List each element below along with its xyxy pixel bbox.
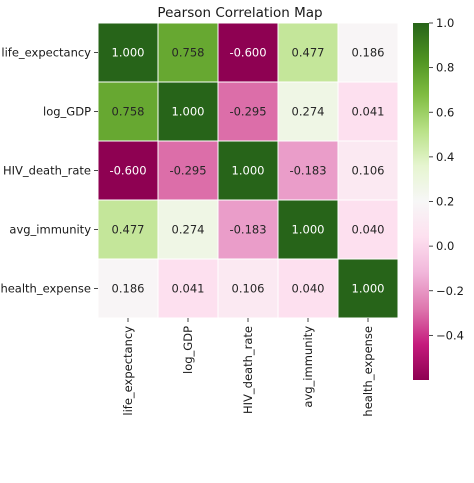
cell-value-label: 1.000 (112, 46, 145, 60)
cell-value-label: 0.186 (112, 282, 145, 296)
cell-value-label: 0.106 (352, 164, 385, 178)
column-label: log_GDP (181, 326, 195, 374)
row-labels: life_expectancy log_GDP HIV_death_rate avg_… (0, 46, 98, 296)
cell-value-label: -0.183 (289, 164, 326, 178)
cell-value-label: 0.040 (352, 223, 385, 237)
heatmap-cell (217, 258, 279, 319)
cell-value-label: -0.600 (109, 164, 146, 178)
cell-value-label: 0.041 (352, 105, 385, 119)
row-label: log_GDP (43, 105, 91, 119)
colorbar-tick-label: 0.6 (436, 105, 454, 119)
heatmap-cell (277, 140, 339, 201)
cell-value-label: -0.600 (229, 46, 266, 60)
cell-value-label: 0.274 (172, 223, 205, 237)
column-label: health_expense (361, 326, 375, 417)
colorbar-tick-label: 0.0 (436, 239, 454, 253)
heatmap-cell (157, 258, 219, 319)
colorbar-tick-label: 0.2 (436, 195, 454, 209)
heatmap-cell (337, 81, 399, 142)
colorbar-tick-label: 0.8 (436, 61, 454, 75)
row-label: life_expectancy (1, 46, 91, 60)
column-labels: life_expectancy log_GDP HIV_death_rate avg_… (121, 318, 375, 417)
colorbar-tick-label: −0.2 (436, 284, 464, 298)
cell-value-label: 0.041 (172, 282, 205, 296)
heatmap-cell (97, 22, 159, 83)
row-label: health_expense (0, 282, 91, 296)
heatmap-cell (157, 140, 219, 201)
heatmap-cell-labels: 1.000 0.758 -0.600 0.477 0.186 0.758 1.000 -0.2… (109, 46, 384, 296)
cell-value-label: 1.000 (352, 282, 385, 296)
chart-title: Pearson Correlation Map (157, 5, 322, 21)
heatmap-cell (277, 199, 339, 260)
heatmap-cell (157, 199, 219, 260)
heatmap-cell (337, 258, 399, 319)
cell-value-label: 0.758 (112, 105, 145, 119)
colorbar-gradient (413, 23, 429, 380)
cell-value-label: -0.295 (169, 164, 206, 178)
row-label: HIV_death_rate (3, 164, 91, 178)
cell-value-label: 0.274 (292, 105, 325, 119)
colorbar-tick-label: 1.0 (436, 16, 454, 30)
colorbar: 1.0 0.8 0.6 0.4 0.2 0.0 −0.2 −0.4 (413, 16, 464, 380)
column-label: avg_immunity (301, 326, 315, 408)
heatmap-cell (217, 199, 279, 260)
cell-value-label: 0.758 (172, 46, 205, 60)
cell-value-label: -0.183 (229, 223, 266, 237)
cell-value-label: 0.477 (112, 223, 145, 237)
heatmap-cells (97, 22, 399, 319)
row-label: avg_immunity (9, 223, 91, 237)
heatmap-cell (217, 22, 279, 83)
cell-value-label: -0.295 (229, 105, 266, 119)
cell-value-label: 0.040 (292, 282, 325, 296)
column-label: HIV_death_rate (241, 326, 255, 414)
cell-value-label: 0.106 (232, 282, 265, 296)
cell-value-label: 0.186 (352, 46, 385, 60)
cell-value-label: 1.000 (292, 223, 325, 237)
cell-value-label: 0.477 (292, 46, 325, 60)
colorbar-tick-label: −0.4 (436, 328, 464, 342)
heatmap-cell (97, 258, 159, 319)
heatmap-cell (217, 81, 279, 142)
heatmap-cell (157, 22, 219, 83)
column-label: life_expectancy (121, 326, 135, 416)
heatmap-cell (337, 199, 399, 260)
colorbar-tick-label: 0.4 (436, 150, 454, 164)
cell-value-label: 1.000 (172, 105, 205, 119)
cell-value-label: 1.000 (232, 164, 265, 178)
